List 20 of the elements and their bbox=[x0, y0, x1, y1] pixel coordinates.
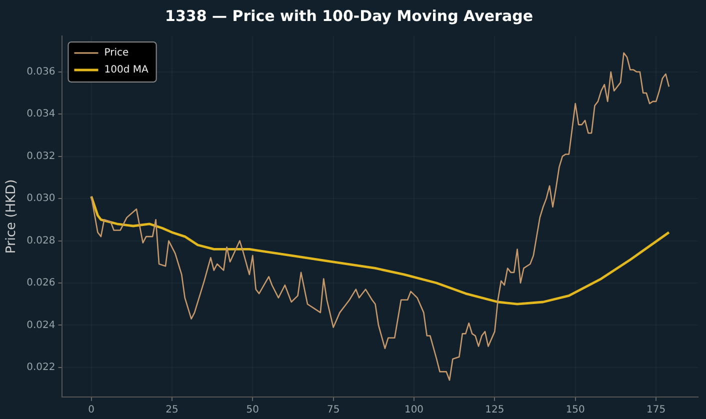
legend-label: Price bbox=[104, 48, 129, 59]
y-tick-label: 0.024 bbox=[26, 320, 56, 331]
x-tick-label: 25 bbox=[166, 404, 178, 416]
x-tick-label: 0 bbox=[88, 404, 94, 416]
x-tick-label: 175 bbox=[646, 404, 666, 416]
y-tick-label: 0.022 bbox=[26, 362, 56, 374]
y-tick-label: 0.030 bbox=[26, 193, 56, 204]
y-tick-label: 0.036 bbox=[26, 66, 56, 78]
legend-label: 100d MA bbox=[104, 64, 148, 76]
y-axis-title: Price (HKD) bbox=[4, 179, 20, 254]
y-tick-label: 0.032 bbox=[26, 150, 56, 162]
x-tick-label: 150 bbox=[566, 404, 585, 416]
y-tick-label: 0.028 bbox=[26, 235, 56, 246]
y-tick-label: 0.026 bbox=[26, 278, 56, 289]
x-tick-label: 100 bbox=[404, 404, 424, 416]
chart-title: 1338 — Price with 100-Day Moving Average bbox=[165, 6, 533, 25]
x-tick-label: 125 bbox=[485, 404, 504, 416]
x-tick-label: 50 bbox=[246, 404, 260, 416]
x-tick-label: 75 bbox=[326, 404, 340, 416]
y-tick-label: 0.034 bbox=[26, 108, 56, 120]
